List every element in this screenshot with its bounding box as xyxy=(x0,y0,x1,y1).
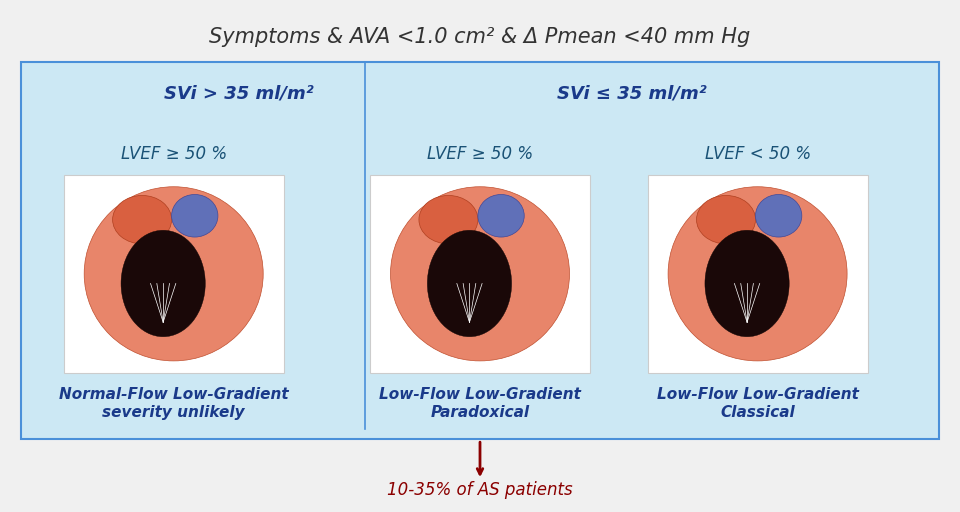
Text: LVEF < 50 %: LVEF < 50 % xyxy=(705,145,810,163)
FancyBboxPatch shape xyxy=(370,175,590,373)
Ellipse shape xyxy=(391,187,569,361)
Text: SVi ≤ 35 ml/m²: SVi ≤ 35 ml/m² xyxy=(557,84,707,102)
Ellipse shape xyxy=(478,195,524,237)
Text: Low-Flow Low-Gradient
Paradoxical: Low-Flow Low-Gradient Paradoxical xyxy=(379,388,581,420)
FancyBboxPatch shape xyxy=(20,62,940,439)
Ellipse shape xyxy=(172,195,218,237)
Ellipse shape xyxy=(756,195,802,237)
Ellipse shape xyxy=(419,196,478,244)
Ellipse shape xyxy=(84,187,263,361)
FancyBboxPatch shape xyxy=(63,175,284,373)
Ellipse shape xyxy=(697,196,756,244)
Text: 10-35% of AS patients: 10-35% of AS patients xyxy=(387,481,573,499)
Text: Low-Flow Low-Gradient
Classical: Low-Flow Low-Gradient Classical xyxy=(657,388,858,420)
Text: LVEF ≥ 50 %: LVEF ≥ 50 % xyxy=(427,145,533,163)
FancyBboxPatch shape xyxy=(647,175,868,373)
Text: Normal-Flow Low-Gradient
severity unlikely: Normal-Flow Low-Gradient severity unlike… xyxy=(59,388,289,420)
Ellipse shape xyxy=(112,196,172,244)
Text: LVEF ≥ 50 %: LVEF ≥ 50 % xyxy=(121,145,227,163)
Text: Symptoms & AVA <1.0 cm² & Δ Pmean <40 mm Hg: Symptoms & AVA <1.0 cm² & Δ Pmean <40 mm… xyxy=(209,27,751,47)
Ellipse shape xyxy=(705,230,789,337)
Ellipse shape xyxy=(668,187,847,361)
Ellipse shape xyxy=(427,230,512,337)
Ellipse shape xyxy=(121,230,205,337)
Text: SVi > 35 ml/m²: SVi > 35 ml/m² xyxy=(164,84,314,102)
